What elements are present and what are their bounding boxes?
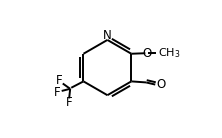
Text: F: F [54,86,61,99]
Text: F: F [56,74,62,87]
Text: O: O [157,78,166,91]
Text: N: N [103,29,112,42]
Text: F: F [66,96,72,109]
Text: O: O [142,47,151,60]
Text: CH$_3$: CH$_3$ [158,46,180,60]
